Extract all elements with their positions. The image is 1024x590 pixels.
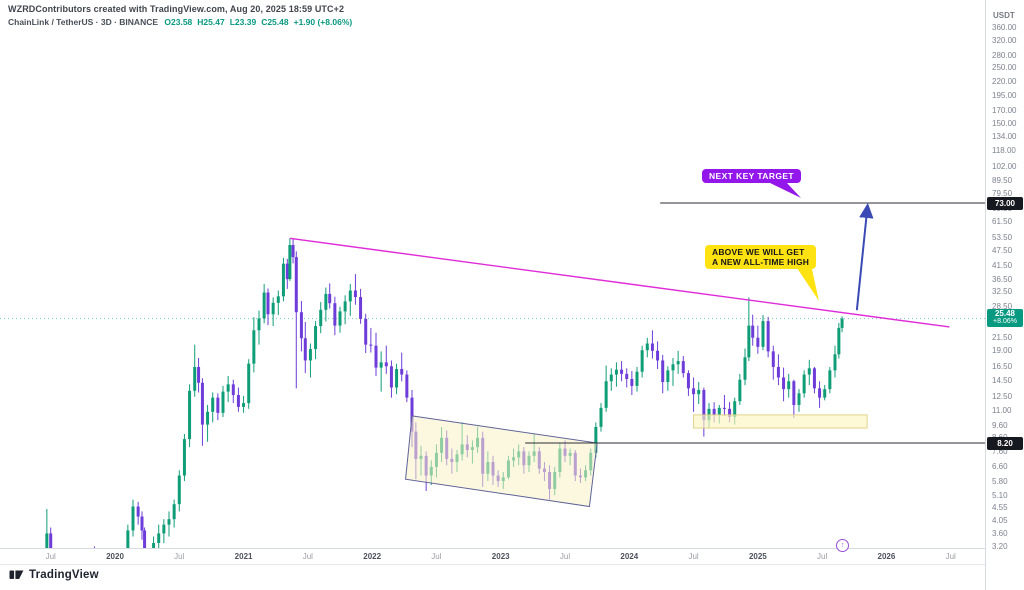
price-tick-label: 250.00 — [992, 63, 1017, 73]
price-level-tag-support: 8.20 — [987, 436, 1023, 450]
price-tick-label: 220.00 — [992, 77, 1017, 87]
time-axis-month-label: Jul — [174, 552, 185, 561]
annotation-ath-note[interactable]: ABOVE WE WILL GET A NEW ALL-TIME HIGH — [705, 245, 817, 269]
time-axis-year-label: 2022 — [363, 552, 382, 561]
price-chart-canvas[interactable] — [0, 0, 985, 590]
price-tick-label: 16.50 — [992, 361, 1013, 371]
price-tick-label: 195.00 — [992, 90, 1017, 100]
time-axis-month-label: Jul — [688, 552, 699, 561]
time-axis[interactable]: Jul 2020 Jul 2021 Jul 2022 Jul 2023 Jul 2024 Jul 20… — [0, 548, 985, 565]
price-tick-label: 4.05 — [992, 516, 1008, 525]
price-tick-label: 4.55 — [992, 503, 1008, 513]
time-axis-year-label: 2024 — [620, 552, 639, 561]
price-tick-label: 89.50 — [992, 176, 1013, 186]
watermark: WZRDContributors created with TradingVie… — [8, 4, 357, 27]
last-price-tag: 25.48 +8.06% — [987, 309, 1023, 328]
last-price-value: 25.48 — [994, 309, 1016, 319]
price-tick-label: 170.00 — [992, 105, 1017, 115]
price-tick-label: 5.10 — [992, 490, 1008, 500]
price-tick-label: 14.50 — [992, 375, 1013, 385]
time-axis-year-label: 2021 — [234, 552, 253, 561]
annotation-next-key-target[interactable]: NEXT KEY TARGET — [702, 169, 802, 183]
timeline-marker-icon[interactable]: ↑ — [836, 539, 849, 552]
price-tick-label: 118.00 — [992, 145, 1016, 155]
price-tick-label: 53.50 — [992, 232, 1013, 242]
price-tick-label: 28.50 — [992, 301, 1013, 311]
change-value: +1.90 (+8.06%) — [293, 17, 353, 27]
price-tick-label: 61.50 — [992, 217, 1013, 227]
annotation-ath-note-line1: ABOVE WE WILL GET — [712, 247, 805, 257]
time-axis-month-label: Jul — [431, 552, 442, 561]
close-value: C25.48 — [261, 17, 289, 27]
time-axis-year-label: 2025 — [748, 552, 767, 561]
price-tick-label: 3.60 — [992, 528, 1008, 538]
price-tick-label: 102.00 — [992, 161, 1017, 171]
tradingview-logo-text: TradingView — [29, 568, 99, 581]
price-tick-label: 19.00 — [992, 346, 1013, 356]
price-tick-label: 360.00 — [992, 23, 1017, 33]
symbol-title[interactable]: ChainLink / TetherUS · 3D · BINANCE — [8, 17, 159, 27]
low-value: L23.39 — [229, 17, 257, 27]
price-tick-label: 3.20 — [992, 541, 1008, 551]
price-tick-label: 320.00 — [992, 36, 1017, 46]
price-level-tag-target: 73.00 — [987, 196, 1023, 210]
tradingview-logo[interactable]: TradingView — [9, 567, 99, 582]
price-tick-label: 134.00 — [992, 131, 1017, 141]
annotation-next-key-target-label: NEXT KEY TARGET — [709, 171, 795, 181]
price-tick-label: 5.80 — [992, 476, 1008, 486]
price-tick-label: 150.00 — [992, 119, 1017, 129]
price-tick-label: 9.60 — [992, 421, 1008, 431]
tradingview-logo-icon — [9, 570, 24, 579]
price-tick-label: 41.50 — [992, 260, 1013, 270]
time-axis-month-label: Jul — [302, 552, 313, 561]
annotation-ath-note-line2: A NEW ALL-TIME HIGH — [712, 257, 810, 267]
last-price-change: +8.06% — [993, 318, 1017, 326]
time-axis-month-label: Jul — [559, 552, 571, 561]
price-tick-label: 32.50 — [992, 287, 1013, 297]
time-axis-month-label: Jul — [817, 552, 828, 561]
price-axis-currency-label: USDT — [993, 11, 1015, 20]
ohlc-values: O23.58 H25.47 L23.39 C25.48 +1.90 (+8.06%) — [164, 17, 357, 27]
time-axis-year-label: 2020 — [106, 552, 124, 561]
price-tick-label: 12.50 — [992, 392, 1013, 402]
time-axis-month-label: Jul — [945, 552, 956, 561]
price-axis[interactable]: USDT 360.00 320.00 280.00 250.00 220.00 195.0… — [985, 0, 1024, 590]
time-axis-month-label: Jul — [45, 552, 56, 561]
watermark-attribution: WZRDContributors created with TradingVie… — [8, 4, 345, 14]
price-tick-label: 6.60 — [992, 462, 1008, 472]
price-tick-label: 21.50 — [992, 332, 1013, 342]
price-tick-label: 79.50 — [992, 189, 1013, 199]
price-tick-label: 280.00 — [992, 50, 1017, 60]
price-tick-label: 47.50 — [992, 245, 1013, 255]
price-tick-label: 11.00 — [992, 406, 1012, 416]
time-axis-year-label: 2026 — [877, 552, 896, 561]
symbol-info-bar[interactable]: ChainLink / TetherUS · 3D · BINANCE O23.… — [8, 17, 357, 27]
price-tick-label: 36.50 — [992, 274, 1013, 284]
price-tick-label: 7.60 — [992, 446, 1008, 456]
high-value: H25.47 — [197, 17, 225, 27]
time-axis-year-label: 2023 — [491, 552, 510, 561]
open-value: O23.58 — [164, 17, 193, 27]
